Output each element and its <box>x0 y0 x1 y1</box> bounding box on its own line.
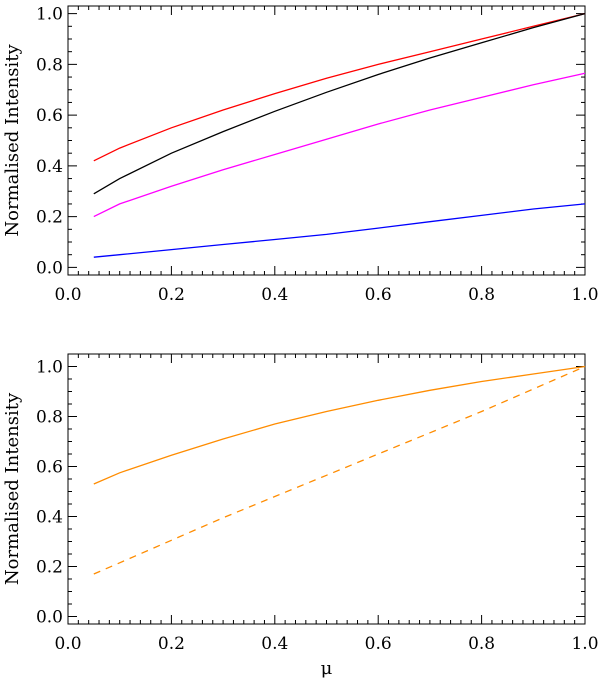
y-tick-label: 0.4 <box>36 157 63 177</box>
x-tick-label: 0.6 <box>365 285 392 305</box>
series-red <box>93 12 586 162</box>
y-tick-label: 0.4 <box>36 508 63 528</box>
x-tick-label: 0.8 <box>468 634 495 654</box>
series-magenta <box>93 72 586 218</box>
y-tick-label: 0.8 <box>36 408 63 428</box>
y-tick-label: 0.2 <box>36 558 63 578</box>
y-tick-label: 0.2 <box>36 208 63 228</box>
panel-top: 0.0 0.2 0.4 0.6 0.8 1.0 0.0 0.2 0.4 0.6 0.8 1.0 Norm… <box>2 5 599 305</box>
y-tick-label: 0.8 <box>36 55 63 75</box>
x-tick-label: 0.0 <box>54 285 81 305</box>
y-axis-title: Normalised Intensity <box>2 392 23 585</box>
x-tick-label: 0.6 <box>365 634 392 654</box>
y-tick-label: 1.0 <box>36 5 63 25</box>
x-tick-label: 0.2 <box>158 285 185 305</box>
y-axis-title: Normalised Intensity <box>2 44 23 237</box>
x-tick-label: 0.0 <box>54 634 81 654</box>
series-blue <box>93 203 586 258</box>
x-tick-label: 0.8 <box>468 285 495 305</box>
y-tick-label: 0.6 <box>36 458 63 478</box>
y-tick-label: 1.0 <box>36 358 63 378</box>
x-axis-title: μ <box>321 658 333 679</box>
y-tick-label: 0.0 <box>36 608 63 628</box>
x-tick-label: 0.4 <box>261 285 288 305</box>
x-tick-label: 0.2 <box>158 634 185 654</box>
x-tick-label: 1.0 <box>571 634 598 654</box>
y-tick-label: 0.6 <box>36 106 63 126</box>
x-tick-label: 1.0 <box>571 285 598 305</box>
plot-frame <box>67 353 586 625</box>
series-orange-dashed <box>93 365 586 575</box>
panel-bottom: 0.0 0.2 0.4 0.6 0.8 1.0 0.0 0.2 0.4 0.6 0.8 1.0 Norm… <box>2 353 599 679</box>
series-orange-solid <box>93 365 586 485</box>
y-tick-label: 0.0 <box>36 258 63 278</box>
x-tick-label: 0.4 <box>261 634 288 654</box>
series-black <box>93 12 586 195</box>
